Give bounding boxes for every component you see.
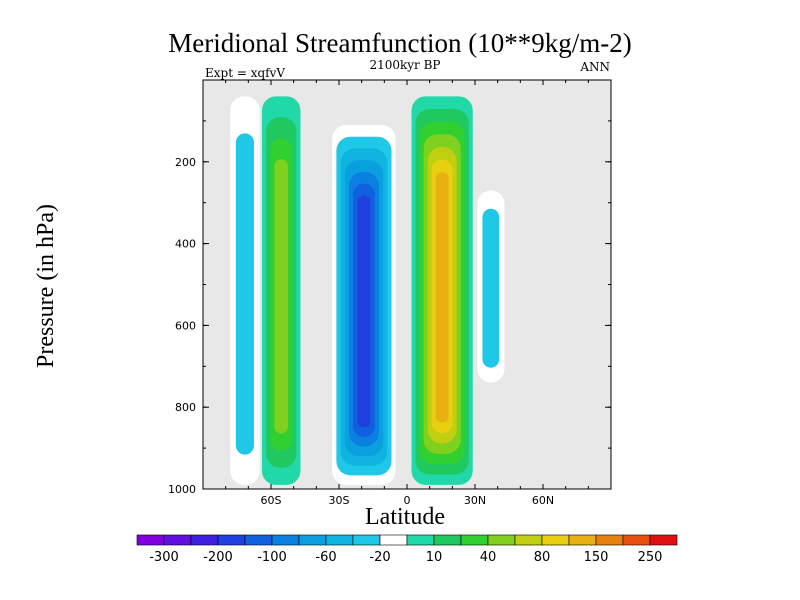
contour-layer: [230, 96, 505, 485]
colorbar-box: [190, 534, 219, 546]
colorbar-box: [217, 534, 246, 546]
x-tick-label: 60S: [261, 494, 282, 507]
x-tick-label: 0: [404, 494, 411, 507]
colorbar-label: 40: [480, 550, 497, 565]
colorbar-box: [541, 534, 570, 546]
x-tick-label: 30N: [464, 494, 486, 507]
colorbar-box: [568, 534, 597, 546]
colorbar-box: [433, 534, 462, 546]
colorbar-box: [325, 534, 354, 546]
colorbar-box: [271, 534, 300, 546]
y-tick-label: 600: [175, 319, 196, 332]
colorbar-label: -100: [257, 550, 287, 565]
colorbar-box: [136, 534, 165, 546]
colorbar-label: 80: [534, 550, 551, 565]
y-tick-label: 800: [175, 401, 196, 414]
colorbar-box: [622, 534, 651, 546]
axes-layer: 60S 30S 0 30N 60N 200 400 600 800 1000: [168, 80, 612, 507]
colorbar-box: [649, 534, 678, 546]
northern-hadley-positive-cell-level: [435, 172, 449, 423]
season-label: ANN: [580, 60, 610, 74]
chart-title: Meridional Streamfunction (10**9kg/m-2): [168, 28, 632, 58]
colorbar-box: [460, 534, 489, 546]
chart-subtitle: 2100kyr BP: [369, 58, 441, 72]
colorbar-label: -20: [369, 550, 390, 565]
x-tick-label: 60N: [532, 494, 554, 507]
experiment-label: Expt = xqfvV: [205, 66, 286, 80]
colorbar-label: -60: [315, 550, 336, 565]
y-tick-label: 1000: [168, 483, 196, 496]
x-tick-label: 30S: [329, 494, 350, 507]
colorbar-label: -300: [149, 550, 179, 565]
colorbar-label: 10: [426, 550, 443, 565]
southern-polar-negative-cell-level: [235, 133, 254, 455]
colorbar-box: [595, 534, 624, 546]
colorbar-label: 250: [638, 550, 663, 565]
colorbar-box: [487, 534, 516, 546]
southern-hadley-negative-cell-level: [357, 195, 371, 428]
colorbar-box: [298, 534, 327, 546]
southern-ferrel-positive-cell-level: [274, 159, 288, 434]
northern-negative-cell-level: [482, 208, 500, 368]
colorbar-box: [352, 534, 381, 546]
colorbar-box: [163, 534, 192, 546]
colorbar-box: [379, 534, 408, 546]
y-tick-label: 200: [175, 156, 196, 169]
colorbar-box: [514, 534, 543, 546]
colorbar: -300 -200 -100 -60 -20 10 40 80 150 250: [136, 534, 678, 565]
colorbar-label: -200: [203, 550, 233, 565]
colorbar-label: 150: [584, 550, 609, 565]
colorbar-box: [406, 534, 435, 546]
x-axis-label: Latitude: [365, 504, 445, 530]
y-tick-label: 400: [175, 238, 196, 251]
colorbar-box: [244, 534, 273, 546]
